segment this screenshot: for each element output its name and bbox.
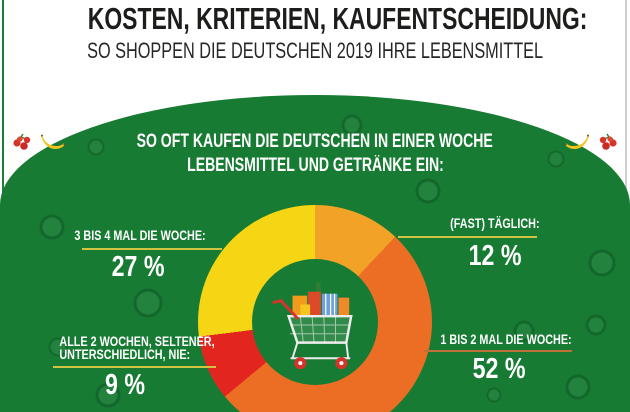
shopping-cart-icon bbox=[272, 281, 353, 370]
page-subtitle: SO SHOPPEN DIE DEUTSCHEN 2019 IHRE LEBEN… bbox=[87, 38, 543, 63]
segment-value-3-bis-4-mal: 27 % bbox=[111, 251, 165, 283]
donut-hole bbox=[252, 259, 378, 385]
segment-value-1-bis-2-mal: 52 % bbox=[472, 353, 526, 385]
banana-icon bbox=[564, 134, 589, 149]
page-title: KOSTEN, KRITERIEN, KAUFENTSCHEIDUNG: bbox=[87, 1, 588, 36]
segment-label-1-bis-2-mal: 1 BIS 2 MAL DIE WOCHE: bbox=[440, 332, 572, 347]
segment-value-alle-2-wochen: 9 % bbox=[104, 369, 145, 401]
segment-value-fast-taeglich: 12 % bbox=[468, 240, 522, 272]
callout-line-alle-2-wochen bbox=[53, 366, 216, 368]
segment-label-fast-taeglich: (FAST) TÄGLICH: bbox=[450, 216, 540, 231]
panel-heading-line2: LEBENSMITTEL UND GETRÄNKE EIN: bbox=[186, 155, 444, 176]
tomatoes-icon bbox=[599, 133, 617, 150]
panel-heading-text: SO OFT KAUFEN DIE DEUTSCHEN IN EINER WOC… bbox=[136, 131, 494, 152]
bottle-item bbox=[315, 281, 321, 295]
panel-heading-line1: SO OFT KAUFEN DIE DEUTSCHEN IN EINER WOC… bbox=[0, 131, 630, 153]
cart-handle bbox=[272, 298, 299, 320]
segment-label-3-bis-4-mal: 3 BIS 4 MAL DIE WOCHE: bbox=[74, 228, 206, 243]
cart-basket bbox=[286, 314, 353, 344]
callout-line-fast-taeglich bbox=[398, 236, 537, 238]
right-border-line bbox=[625, 0, 627, 204]
callout-line-1-bis-2-mal bbox=[424, 350, 572, 352]
callout-line-3-bis-4-mal bbox=[82, 248, 222, 250]
tomatoes-icon bbox=[13, 133, 31, 150]
segment-label-alle-2-wochen: ALLE 2 WOCHEN, SELTENER, UNTERSCHIEDLICH… bbox=[59, 334, 215, 362]
left-border-line bbox=[2, 0, 4, 212]
banana-icon bbox=[41, 134, 66, 149]
